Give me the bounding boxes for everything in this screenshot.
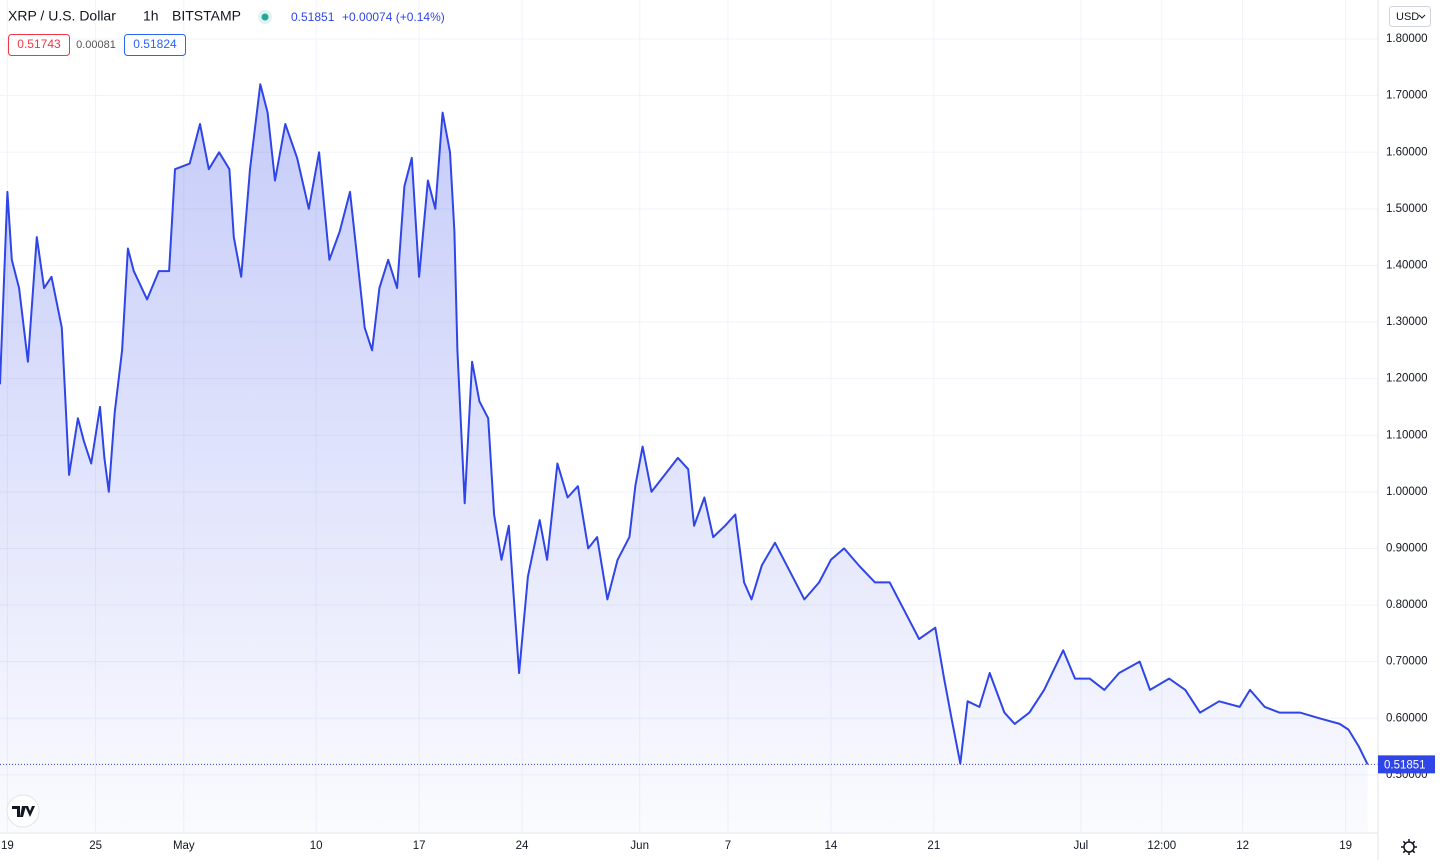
x-tick-label: Jun <box>630 840 649 852</box>
x-tick-label: 25 <box>89 840 102 852</box>
y-tick-label: 0.70000 <box>1386 656 1428 668</box>
price-line <box>0 83 1369 765</box>
y-tick-label: 1.30000 <box>1386 316 1428 328</box>
ask[interactable]: 0.51824 <box>133 37 177 51</box>
y-tick-label: 1.00000 <box>1386 486 1428 498</box>
y-tick-label: 1.70000 <box>1386 90 1428 102</box>
last-price-box <box>1378 755 1435 774</box>
bid[interactable]: 0.51743 <box>17 37 61 51</box>
currency[interactable]: USD <box>1396 11 1419 23</box>
plot <box>0 83 1378 833</box>
ask-box[interactable] <box>124 34 186 56</box>
x-tick-label: 7 <box>725 840 731 852</box>
bid-box[interactable] <box>8 34 70 56</box>
x-tick-label: 19 <box>1339 840 1352 852</box>
x-tick-label: 12 <box>1236 840 1249 852</box>
currency-caret[interactable] <box>1418 14 1426 19</box>
x-tick-label: 19 <box>1 840 14 852</box>
interval: 1h <box>143 8 159 24</box>
y-tick-label: 1.50000 <box>1386 203 1428 215</box>
axes: 0.500000.600000.700000.800000.900001.000… <box>1 33 1435 852</box>
y-tick-label: 1.20000 <box>1386 373 1428 385</box>
x-tick-label: 24 <box>516 840 529 852</box>
x-tick-label: 12:00 <box>1147 840 1176 852</box>
y-tick-label: 0.80000 <box>1386 599 1428 611</box>
x-tick-label: Jul <box>1074 840 1089 852</box>
exchange: BITSTAMP <box>172 8 241 24</box>
x-tick-label: 14 <box>824 840 837 852</box>
y-tick-label: 0.90000 <box>1386 542 1428 554</box>
x-tick-label: May <box>173 840 195 852</box>
last-price-label: 0.51851 <box>1384 759 1426 771</box>
price-change: +0.00074 (+0.14%) <box>342 10 445 24</box>
area-fill <box>0 84 1368 833</box>
status-dot <box>261 13 269 21</box>
y-tick-label: 1.80000 <box>1386 33 1428 45</box>
symbol: XRP / U.S. Dollar <box>8 8 116 24</box>
y-tick-label: 0.60000 <box>1386 712 1428 724</box>
y-tick-label: 1.40000 <box>1386 259 1428 271</box>
y-tick-label: 1.10000 <box>1386 429 1428 441</box>
last-price: 0.51851 <box>291 10 335 24</box>
x-tick-label: 10 <box>310 840 323 852</box>
x-tick-label: 17 <box>413 840 426 852</box>
settings-button[interactable] <box>1403 841 1415 853</box>
settings-icon[interactable] <box>1401 839 1417 855</box>
spread: 0.00081 <box>76 39 116 51</box>
currency-button[interactable] <box>1389 6 1431 27</box>
x-tick-label: 21 <box>927 840 940 852</box>
logo-mark[interactable] <box>12 806 35 817</box>
y-tick-label: 1.60000 <box>1386 146 1428 158</box>
